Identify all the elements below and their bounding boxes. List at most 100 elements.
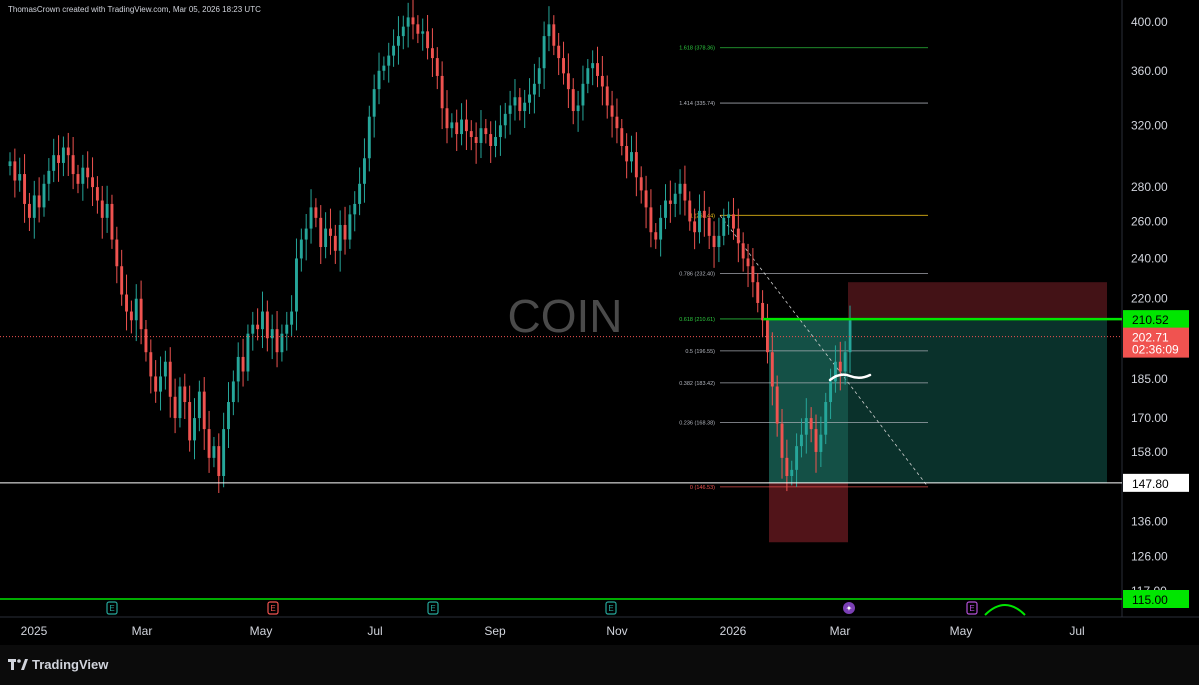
tradingview-brand[interactable]: TradingView [8, 657, 108, 672]
earnings-event-icon-1 [267, 601, 279, 615]
candle-body-4 [27, 203, 31, 218]
price-chart[interactable]: COIN 1.618 (378.36) 1.414 (335.74) 1 (263.4… [0, 0, 1199, 645]
candle-body-29 [149, 352, 153, 377]
candle-body-121 [596, 63, 599, 76]
candle-body-122 [600, 75, 604, 87]
x-tick-label-9: Jul [1069, 624, 1084, 638]
price-tag-bg-1 [1123, 327, 1189, 358]
candle-body-20 [105, 203, 109, 218]
candle-body-134 [659, 217, 663, 240]
earnings-event-glyph-0: E [109, 604, 114, 613]
candle-body-32 [163, 361, 167, 377]
candle-body-114 [562, 58, 565, 74]
candle-body-108 [532, 83, 536, 95]
earnings-event-icon-0 [106, 601, 118, 615]
candle-body-169 [829, 381, 833, 403]
x-tick-label-5: Nov [606, 624, 627, 638]
green-arc-drawing [984, 604, 1026, 616]
candle-body-60 [299, 239, 303, 259]
candle-body-86 [426, 31, 430, 49]
candle-body-53 [265, 311, 269, 339]
candle-body-131 [644, 190, 648, 208]
x-tick-label-3: Jul [367, 624, 382, 638]
earnings-event-glyph-1: E [270, 604, 275, 613]
candle-body-11 [61, 147, 65, 163]
earnings-event-glyph-5: E [969, 604, 974, 613]
candle-body-140 [688, 200, 692, 222]
candle-body-126 [620, 128, 624, 146]
candle-body-100 [494, 137, 498, 146]
candle-body-19 [100, 200, 104, 218]
candle-body-143 [702, 210, 706, 218]
candle-body-0 [8, 161, 12, 167]
candle-body-56 [280, 333, 284, 353]
candle-body-55 [275, 329, 279, 353]
x-tick-label-1: Mar [132, 624, 153, 638]
candle-body-84 [416, 24, 420, 34]
candle-body-153 [751, 266, 755, 283]
candle-body-33 [168, 361, 172, 397]
candle-body-42 [212, 446, 216, 458]
candle-body-3 [23, 174, 27, 204]
candle-body-123 [605, 86, 609, 106]
candle-body-150 [736, 228, 740, 244]
candle-body-2 [18, 174, 22, 181]
candle-body-125 [615, 116, 619, 129]
candle-body-18 [95, 187, 99, 201]
footer-bar [0, 645, 1199, 685]
candle-body-73 [362, 158, 366, 184]
candle-body-137 [673, 193, 677, 204]
candle-body-164 [804, 418, 808, 435]
y-tick-label-2: 320.00 [1131, 118, 1168, 132]
candle-body-124 [610, 105, 614, 117]
candle-body-167 [819, 434, 823, 452]
price-tag-sub-1: 02:36:09 [1132, 343, 1179, 357]
candle-body-67 [333, 235, 337, 251]
fib-level-label-1: 1.414 (335.74) [679, 101, 715, 107]
candle-body-79 [392, 45, 396, 56]
target-zone-left [769, 319, 848, 483]
x-tick-label-6: 2026 [720, 624, 747, 638]
candle-body-38 [193, 418, 196, 441]
candle-body-7 [42, 183, 46, 208]
candle-body-116 [571, 89, 575, 112]
candle-body-91 [450, 122, 454, 129]
candle-body-39 [197, 391, 201, 419]
candle-body-94 [464, 119, 468, 132]
candle-body-70 [348, 214, 352, 240]
candle-body-95 [469, 131, 473, 138]
x-tick-label-2: May [250, 624, 273, 638]
candle-body-61 [304, 228, 308, 240]
price-tag-bg-0 [1123, 310, 1189, 329]
candle-body-132 [649, 207, 653, 233]
candle-body-147 [722, 217, 726, 236]
candle-body-27 [139, 298, 143, 330]
candle-body-138 [678, 183, 682, 194]
candle-body-144 [707, 217, 711, 236]
candle-body-102 [503, 113, 507, 126]
candle-body-89 [440, 75, 444, 109]
candle-body-65 [324, 228, 328, 248]
candle-body-92 [455, 122, 459, 135]
candle-body-101 [498, 125, 502, 138]
candle-body-28 [144, 329, 148, 353]
target-zone-right [848, 319, 1107, 483]
candle-body-172 [843, 352, 847, 372]
candle-body-49 [246, 333, 250, 372]
y-tick-label-3: 280.00 [1131, 180, 1168, 194]
y-tick-label-5: 240.00 [1131, 251, 1168, 265]
candle-body-80 [396, 36, 400, 46]
candle-body-57 [285, 324, 289, 334]
candle-body-76 [377, 70, 381, 90]
y-tick-label-8: 170.00 [1131, 411, 1168, 425]
candle-body-68 [338, 224, 342, 251]
candle-body-162 [795, 446, 799, 470]
candle-body-149 [732, 214, 735, 229]
candle-body-105 [518, 97, 522, 112]
candle-body-69 [343, 224, 347, 240]
candle-body-21 [110, 203, 114, 240]
candle-body-82 [406, 17, 410, 27]
candle-body-63 [314, 207, 318, 218]
candle-body-36 [183, 386, 187, 403]
